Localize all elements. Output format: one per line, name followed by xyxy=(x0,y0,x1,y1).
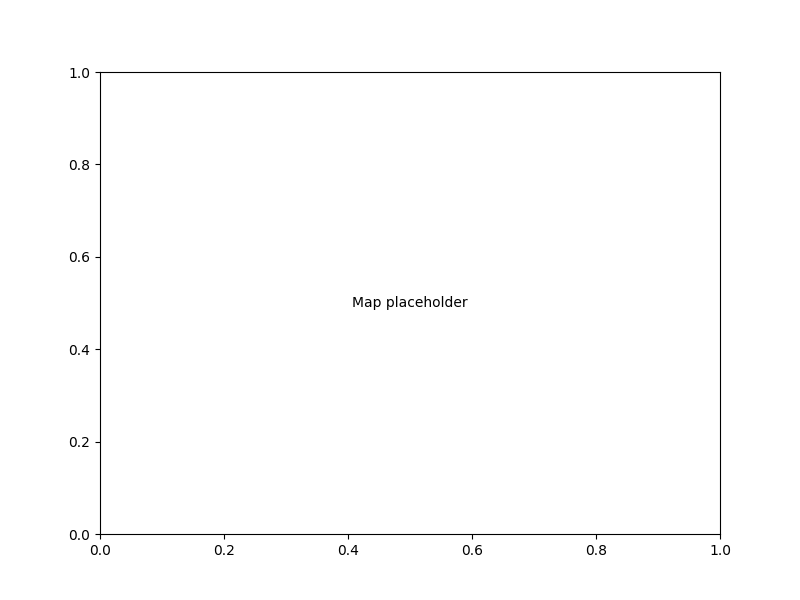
Text: Map placeholder: Map placeholder xyxy=(352,296,468,310)
